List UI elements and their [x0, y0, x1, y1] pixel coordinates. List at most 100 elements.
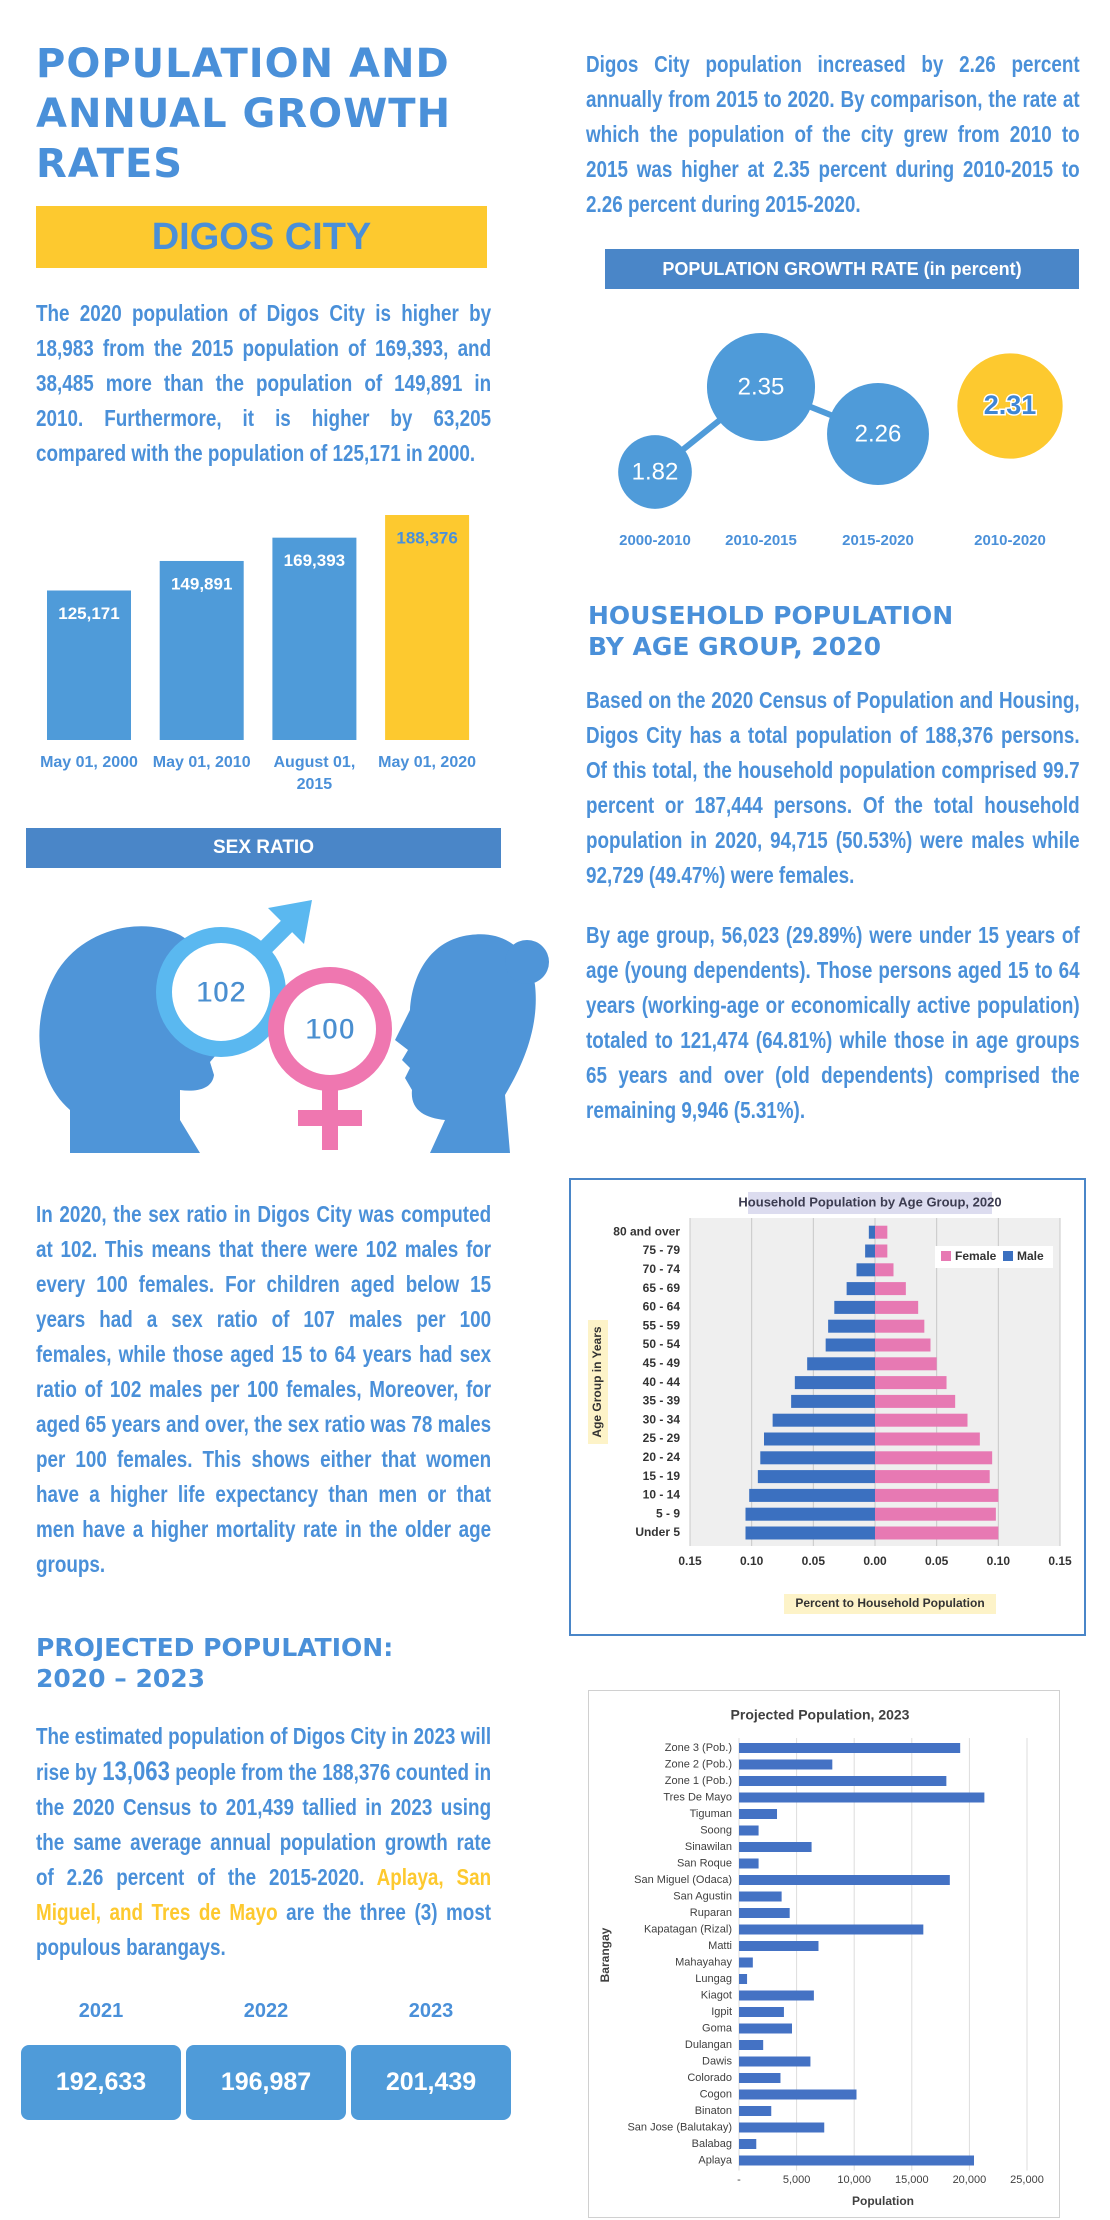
- y-tick-label: Zone 3 (Pob.): [665, 1742, 732, 1754]
- y-tick-label: 60 - 64: [643, 1300, 681, 1314]
- bar: [739, 2106, 772, 2116]
- bar: [159, 560, 244, 740]
- y-tick-label: Aplaya: [698, 2154, 733, 2166]
- bar: [825, 1338, 875, 1352]
- bar: [875, 1300, 919, 1314]
- x-axis-label: Percent to Household Population: [795, 1596, 984, 1610]
- growth-paragraph: Digos City population increased by 2.26 …: [586, 51, 1080, 217]
- y-tick-label: Soong: [700, 1824, 732, 1836]
- bar: [875, 1282, 906, 1296]
- legend-label: Female: [955, 1249, 997, 1263]
- y-tick-label: San Agustin: [673, 1890, 732, 1902]
- x-tick-label: -: [737, 2174, 741, 2186]
- y-axis-label: Age Group in Years: [590, 1326, 604, 1437]
- y-tick-label: 50 - 54: [643, 1337, 681, 1351]
- y-tick-label: 35 - 39: [643, 1394, 681, 1408]
- y-tick-label: Mahayahay: [675, 1956, 732, 1968]
- x-tick-label: 2010-2020: [974, 532, 1046, 549]
- bar: [739, 2040, 764, 2050]
- value-label: 1.82: [632, 458, 679, 485]
- bar: [739, 1858, 759, 1869]
- legend-box: [935, 1246, 1053, 1268]
- title-line: 2020 – 2023: [36, 1664, 206, 1693]
- y-tick-label: 15 - 19: [643, 1469, 681, 1483]
- x-tick-label: May 01, 2020: [378, 754, 477, 771]
- household-paragraph: Based on the 2020 Census of Population a…: [586, 687, 1080, 888]
- title-line: POPULATION AND: [36, 41, 450, 87]
- y-tick-label: 10 - 14: [643, 1488, 681, 1502]
- sex-ratio-paragraph: In 2020, the sex ratio in Digos City was…: [36, 1201, 492, 1577]
- bar: [745, 1526, 875, 1540]
- text: people from the 188,376 counted in the 2…: [36, 1759, 492, 1890]
- y-tick-label: 70 - 74: [643, 1262, 681, 1276]
- highlight: Aplaya, San Miguel, and Tres de Mayo: [36, 1864, 492, 1925]
- bar: [875, 1357, 937, 1371]
- bar: [739, 2122, 825, 2133]
- y-tick-label: 40 - 44: [643, 1375, 681, 1389]
- male-symbol: [156, 927, 286, 1057]
- bar: [828, 1319, 875, 1333]
- year-label: 2023: [408, 2000, 454, 2022]
- x-tick-label: 0.15: [1048, 1554, 1072, 1568]
- y-tick-label: San Miguel (Odaca): [634, 1874, 732, 1886]
- projected-paragraph: The estimated population of Digos City i…: [36, 1719, 491, 1965]
- male-arrow-head: [268, 900, 312, 944]
- y-tick-label: Zone 1 (Pob.): [665, 1775, 732, 1787]
- bar: [856, 1263, 875, 1277]
- female-ratio: 100: [305, 1013, 355, 1046]
- x-tick-label: 20,000: [953, 2174, 987, 2186]
- bar: [875, 1451, 993, 1465]
- y-tick-label: San Roque: [677, 1857, 732, 1869]
- title-box: [748, 1192, 992, 1214]
- value-label: 2.26: [855, 420, 902, 447]
- y-tick-label: 25 - 29: [643, 1431, 681, 1445]
- y-tick-label: 20 - 24: [643, 1450, 681, 1464]
- y-tick-label: Dawis: [702, 2055, 732, 2067]
- x-tick-label: 0.05: [925, 1554, 949, 1568]
- bar: [739, 1842, 812, 1852]
- bar: [875, 1376, 947, 1390]
- x-tick-label: May 01, 2010: [152, 754, 251, 771]
- y-tick-label: Tres De Mayo: [663, 1791, 732, 1803]
- title-line: RATES: [36, 141, 184, 187]
- hbar-frame: [588, 1690, 1060, 2218]
- bar: [739, 1792, 985, 1803]
- male-ratio: 102: [196, 976, 246, 1009]
- x-tick-label: 25,000: [1010, 2174, 1044, 2186]
- bar: [739, 2056, 811, 2067]
- bar: [834, 1300, 875, 1314]
- bar: [47, 590, 131, 740]
- bar: [739, 2089, 857, 2100]
- bar: [764, 1432, 875, 1446]
- value-label: 188,376: [396, 528, 457, 547]
- bar: [739, 2073, 781, 2083]
- y-axis-label: Barangay: [598, 1927, 612, 1982]
- bar: [739, 1990, 814, 2001]
- value-label: 2.31: [984, 390, 1037, 420]
- y-tick-label: 55 - 59: [643, 1318, 681, 1332]
- y-tick-label: San Jose (Balutakay): [627, 2121, 732, 2133]
- bar: [739, 1825, 759, 1836]
- bar: [794, 1376, 875, 1390]
- y-tick-label: Goma: [702, 2022, 733, 2034]
- bar: [868, 1225, 875, 1239]
- city-banner: DIGOS CITY: [36, 206, 487, 268]
- bar: [875, 1338, 931, 1352]
- emphasis: 13,063: [102, 1756, 170, 1786]
- y-tick-label: Colorado: [687, 2072, 732, 2084]
- intro-paragraph: The 2020 population of Digos City is hig…: [36, 300, 492, 466]
- x-tick-label: 2010-2015: [725, 532, 797, 549]
- x-tick-label: 5,000: [783, 2174, 811, 2186]
- legend-swatch: [941, 1251, 951, 1261]
- chart-title: Projected Population, 2023: [731, 1707, 910, 1723]
- bar: [739, 2007, 784, 2017]
- bar: [749, 1488, 875, 1502]
- bar: [807, 1357, 875, 1371]
- value-label: 2.35: [738, 373, 785, 400]
- bar: [739, 1891, 782, 1902]
- x-tick-label: 10,000: [837, 2174, 871, 2186]
- bar: [739, 1941, 819, 1951]
- x-tick-label: 0.05: [802, 1554, 826, 1568]
